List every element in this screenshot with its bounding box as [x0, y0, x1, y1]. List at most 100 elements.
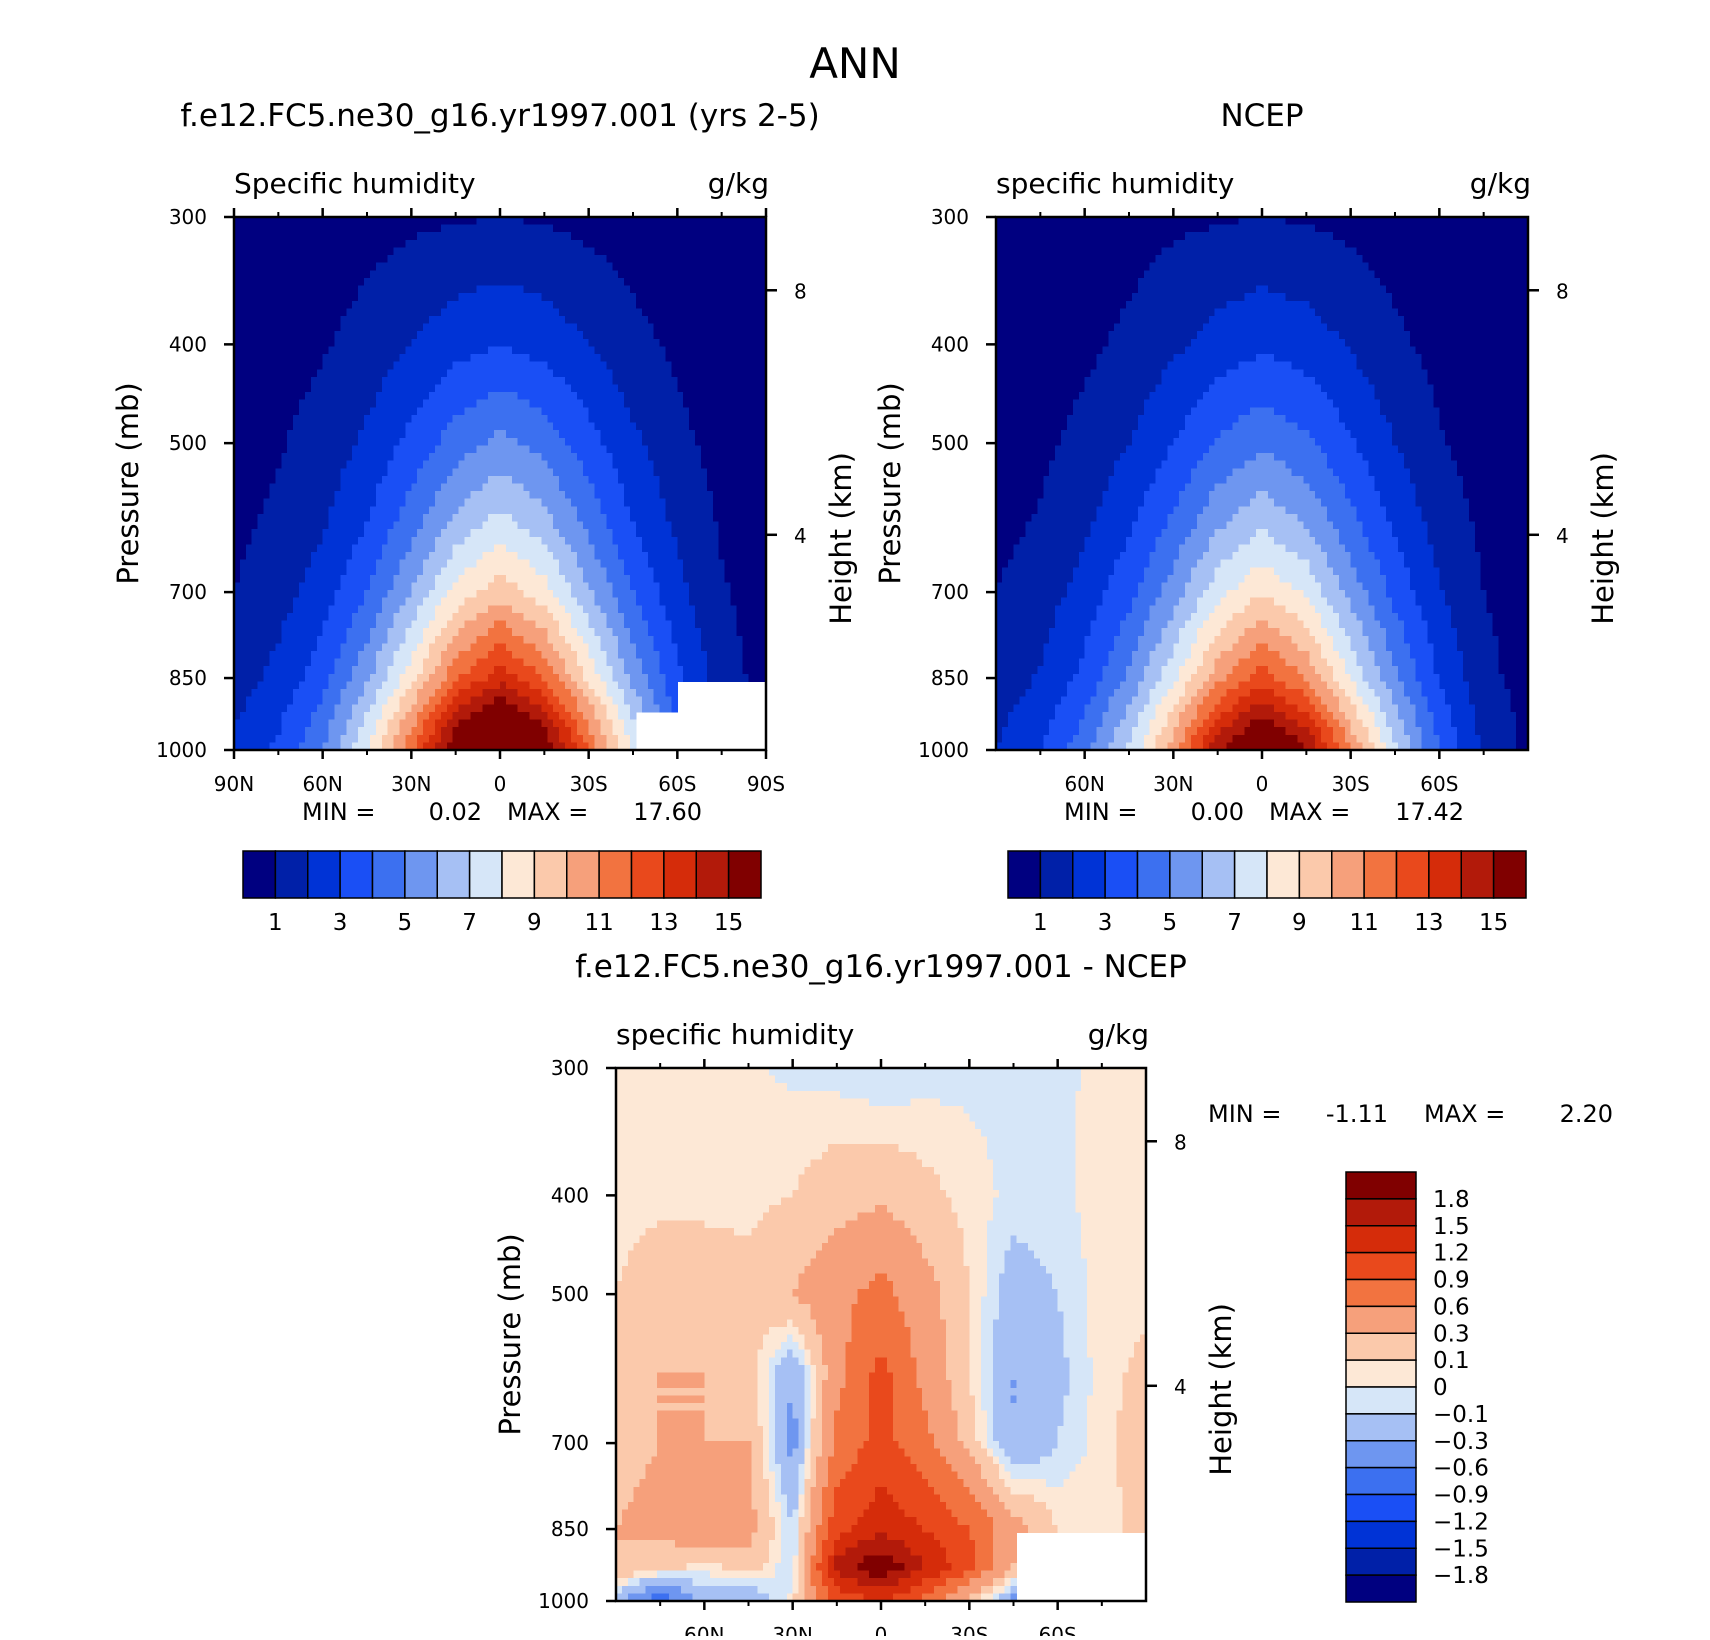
field-cell: [476, 376, 483, 386]
field-cell: [287, 308, 294, 317]
field-cell: [399, 422, 407, 431]
field-cell: [322, 270, 330, 279]
field-cell: [641, 369, 649, 378]
field-cell: [488, 696, 495, 705]
field-cell: [257, 331, 265, 340]
field-cell: [559, 323, 566, 332]
field-cell: [429, 361, 436, 370]
field-cell: [310, 315, 318, 325]
field-cell: [399, 727, 407, 736]
field-cell: [334, 247, 341, 256]
field-cell: [310, 711, 318, 721]
field-cell: [565, 285, 572, 294]
field-cell: [434, 338, 442, 348]
field-cell: [458, 605, 466, 614]
field-cell: [364, 559, 371, 568]
field-cell: [458, 628, 466, 637]
field-cell: [647, 392, 655, 401]
field-cell: [464, 414, 472, 424]
field-cell: [482, 346, 489, 355]
field-cell: [582, 392, 590, 401]
field-cell: [399, 643, 407, 652]
field-cell: [559, 742, 566, 751]
field-cell: [541, 567, 548, 576]
field-cell: [476, 361, 483, 370]
field-cell: [553, 422, 560, 431]
field-cell: [381, 696, 389, 705]
field-cell: [647, 399, 655, 408]
field-cell: [423, 354, 430, 363]
field-cell: [411, 293, 418, 302]
field-cell: [299, 605, 306, 614]
field-cell: [635, 331, 643, 340]
field-cell: [310, 323, 318, 332]
field-cell: [618, 293, 625, 302]
field-cell: [245, 673, 253, 683]
field-cell: [618, 422, 625, 431]
field-cell: [446, 696, 454, 705]
field-cell: [582, 331, 590, 340]
field-cell: [588, 399, 596, 408]
field-cell: [482, 734, 489, 743]
field-cell: [446, 658, 454, 667]
field-cell: [653, 361, 661, 370]
field-cell: [316, 369, 324, 378]
field-cell: [257, 635, 265, 644]
field-cell: [505, 262, 513, 271]
field-cell: [251, 376, 259, 386]
field-cell: [523, 453, 531, 462]
field-cell: [411, 643, 418, 652]
field-cell: [488, 513, 495, 523]
field-cell: [653, 293, 661, 302]
field-cell: [263, 376, 271, 386]
field-cell: [600, 437, 607, 447]
field-cell: [547, 277, 554, 287]
field-cell: [511, 506, 519, 515]
field-cell: [346, 666, 353, 675]
field-cell: [641, 552, 649, 561]
field-cell: [647, 338, 655, 348]
field-cell: [375, 681, 383, 690]
field-cell: [434, 376, 442, 386]
field-cell: [624, 392, 631, 401]
field-cell: [535, 285, 542, 294]
field-cell: [500, 605, 507, 614]
field-cell: [269, 498, 276, 507]
field-cell: [505, 376, 513, 386]
field-cell: [411, 277, 418, 287]
field-cell: [523, 612, 531, 622]
field-cell: [334, 666, 341, 675]
field-cell: [245, 247, 253, 256]
field-cell: [234, 628, 241, 637]
field-cell: [588, 513, 596, 523]
field-cell: [251, 338, 259, 348]
field-cell: [434, 407, 442, 416]
field-cell: [440, 460, 448, 469]
field-cell: [576, 308, 584, 317]
field-cell: [316, 704, 324, 713]
field-cell: [393, 293, 401, 302]
field-cell: [352, 506, 359, 515]
field-cell: [423, 247, 430, 256]
field-cell: [470, 689, 477, 698]
field-cell: [375, 331, 383, 340]
field-cell: [340, 582, 347, 591]
field-cell: [417, 293, 424, 302]
field-cell: [505, 506, 513, 515]
field-cell: [417, 399, 424, 408]
field-cell: [423, 651, 430, 660]
field-cell: [251, 666, 259, 675]
field-cell: [293, 399, 300, 408]
field-cell: [411, 308, 418, 317]
field-cell: [606, 605, 613, 614]
field-cell: [352, 658, 359, 667]
field-cell: [263, 742, 271, 751]
field-cell: [346, 239, 353, 249]
field-cell: [594, 460, 602, 469]
field-cell: [293, 506, 300, 515]
field-cell: [405, 384, 412, 393]
field-cell: [293, 392, 300, 401]
field-cell: [234, 331, 241, 340]
field-cell: [440, 704, 448, 713]
field-cell: [239, 666, 247, 675]
